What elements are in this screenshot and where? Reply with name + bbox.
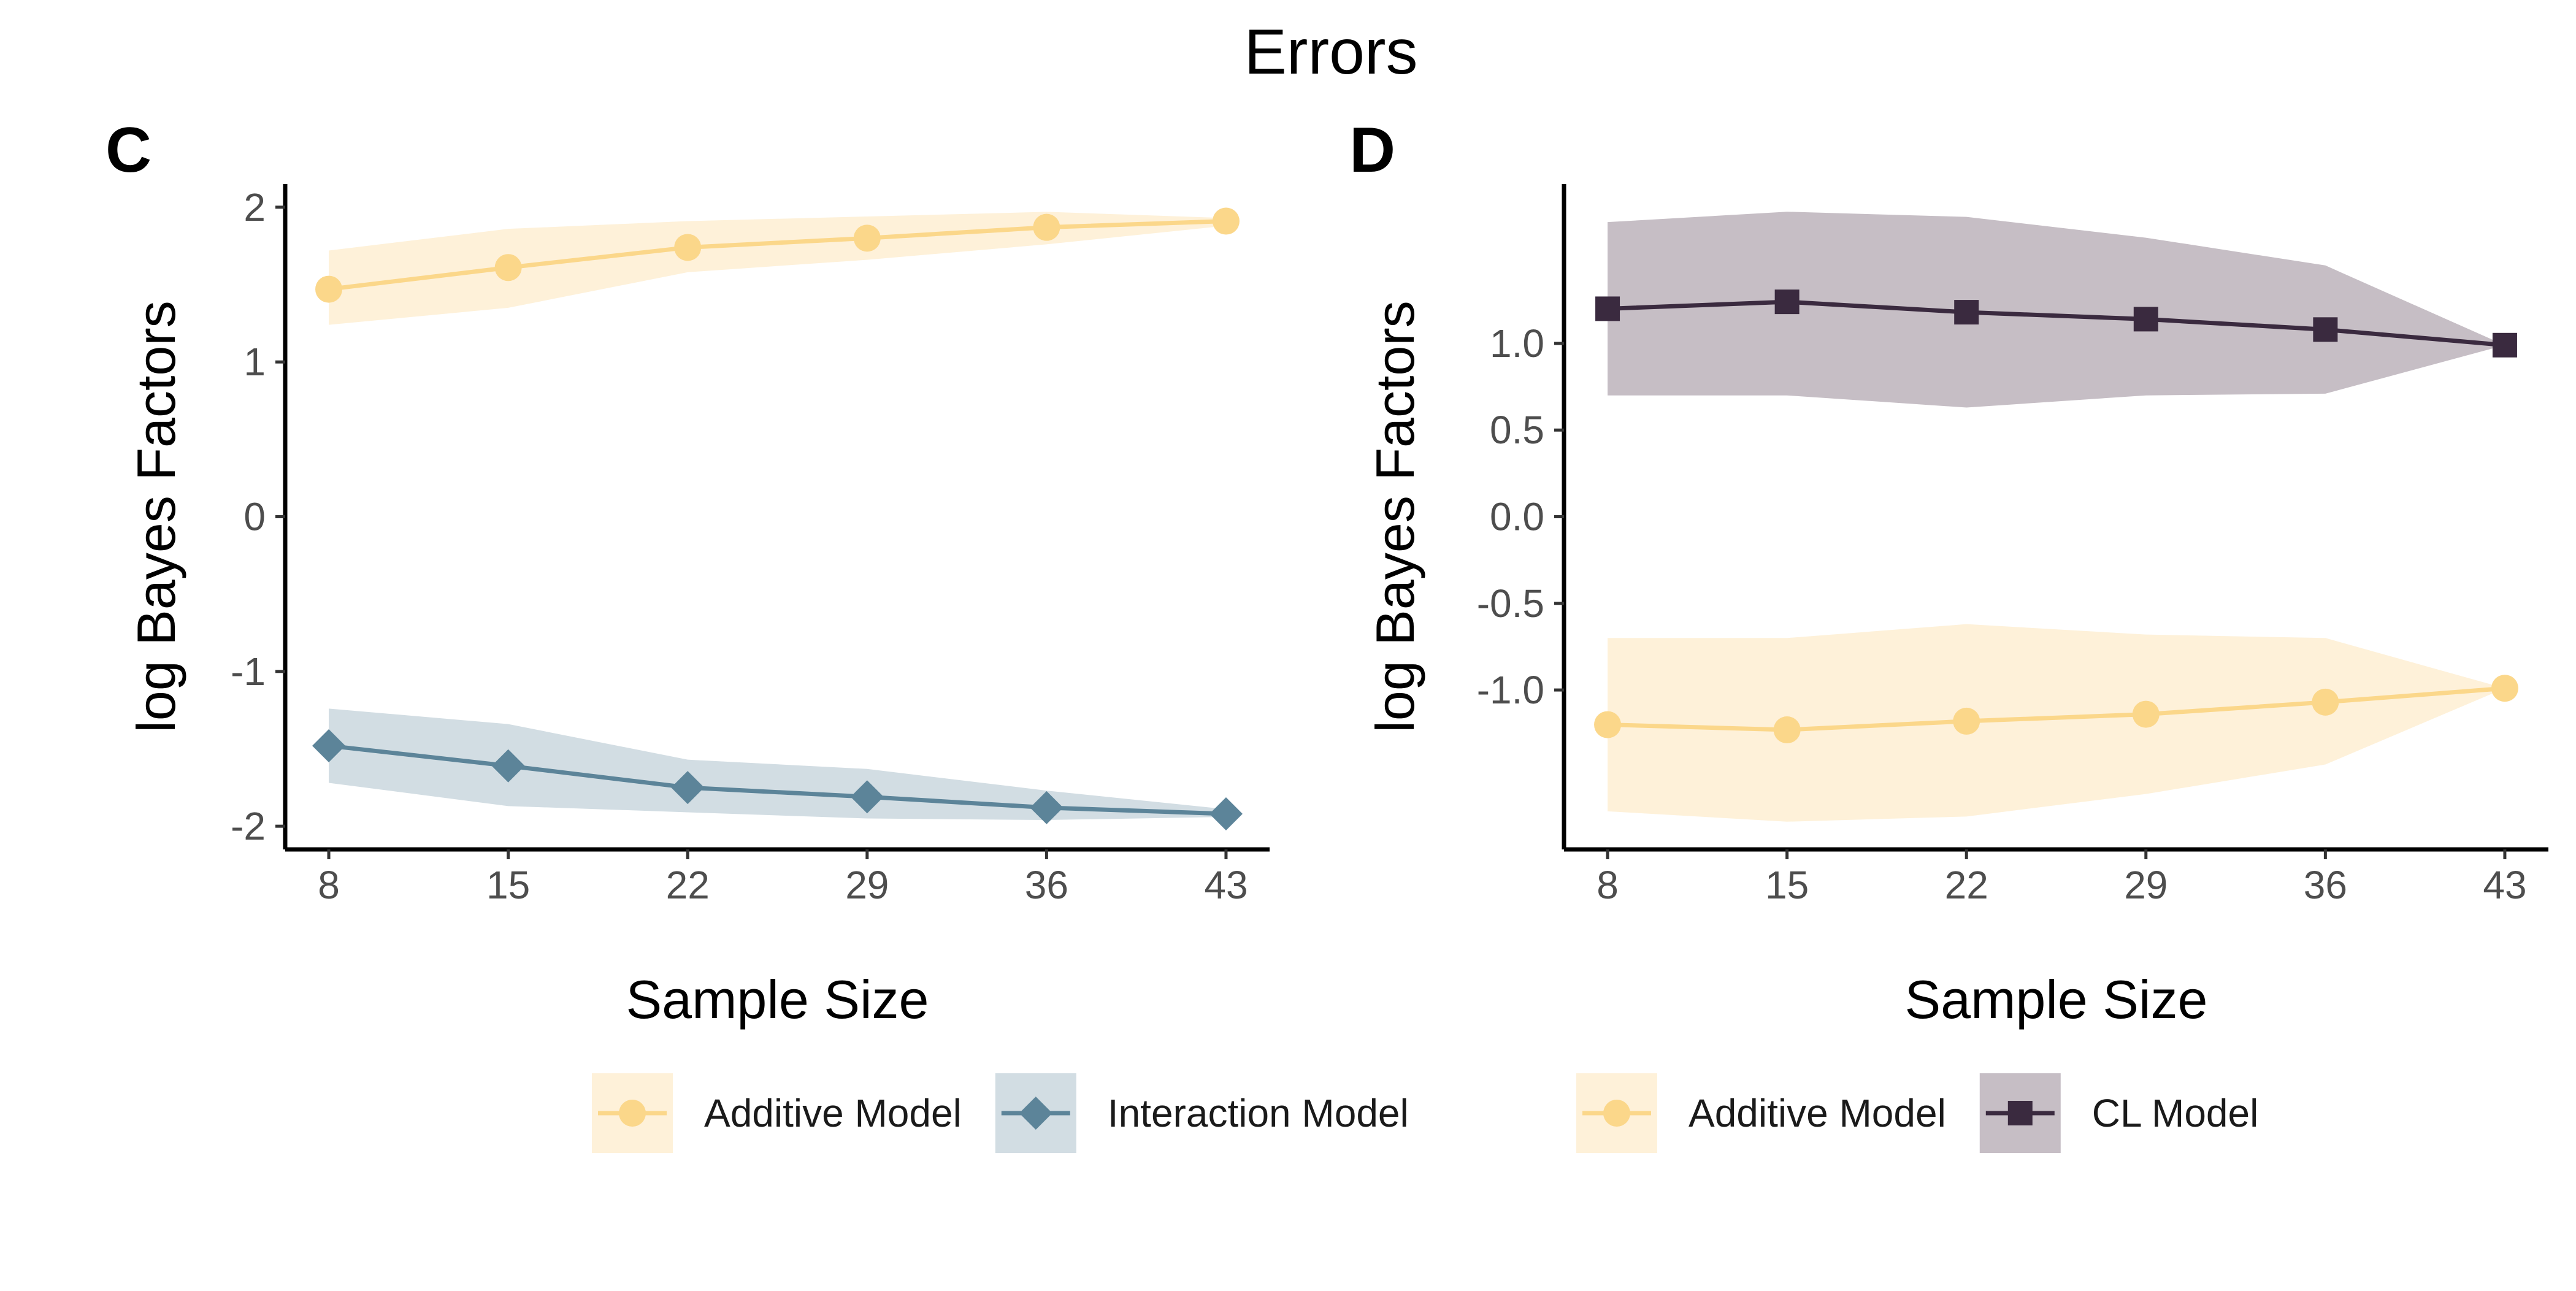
confidence-band-0 — [1608, 624, 2505, 822]
data-point — [1030, 791, 1064, 824]
data-point — [850, 780, 884, 814]
data-point — [671, 771, 705, 805]
legend: Additive Model Interaction Model — [592, 1073, 1409, 1153]
legend-item: Additive Model — [592, 1073, 962, 1153]
data-point — [1212, 207, 1240, 235]
data-point — [1594, 711, 1622, 738]
x-tick-label: 36 — [2304, 863, 2347, 907]
data-point — [1954, 300, 1979, 325]
y-tick-label: -1 — [231, 649, 266, 694]
series-line-1 — [1607, 299, 2505, 348]
series-line-0 — [1607, 686, 2505, 732]
x-tick-label: 29 — [845, 863, 889, 907]
legend-key-marker — [1019, 1097, 1052, 1130]
legend-item: Interaction Model — [995, 1073, 1409, 1153]
panel-tag: D — [1349, 115, 1395, 186]
y-tick-label: 1.0 — [1490, 321, 1544, 366]
y-tick-label: 0.5 — [1490, 408, 1544, 452]
legend-label: Additive Model — [1689, 1091, 1946, 1135]
x-tick-label: 43 — [2483, 863, 2526, 907]
x-tick-label: 8 — [318, 863, 340, 907]
legend-item: Additive Model — [1576, 1073, 1946, 1153]
data-point — [2491, 675, 2518, 702]
data-point — [312, 729, 346, 762]
legend-label: Additive Model — [704, 1091, 962, 1135]
data-point — [1209, 797, 1243, 830]
x-tick-label: 15 — [486, 863, 530, 907]
panel-d: D 1.0 0.5 0.0 -0.5 -1.0 8 15 22 29 36 43 Sample Size… — [1349, 115, 2548, 1153]
data-point — [315, 275, 343, 303]
data-point — [2133, 307, 2158, 332]
y-tick-label: 2 — [243, 185, 266, 229]
x-axis-title: Sample Size — [626, 969, 929, 1030]
x-axis-title: Sample Size — [1904, 969, 2207, 1030]
confidence-band-1 — [329, 708, 1226, 821]
x-tick-label: 43 — [1204, 863, 1248, 907]
y-tick-label: -2 — [231, 804, 266, 848]
x-tick-label: 36 — [1025, 863, 1068, 907]
data-point — [491, 749, 525, 783]
data-point — [2492, 332, 2517, 358]
legend-label: CL Model — [2092, 1091, 2259, 1135]
x-tick-label: 29 — [2124, 863, 2168, 907]
legend: Additive Model CL Model — [1576, 1073, 2258, 1153]
data-point — [2132, 700, 2160, 728]
y-tick-label: 0 — [243, 495, 266, 539]
x-tick-label: 15 — [1765, 863, 1809, 907]
y-axis-title: log Bayes Factors — [126, 301, 186, 732]
panels: C 2 1 0 -1 -2 8 15 22 29 36 43 Sample Size log Bayes … — [105, 115, 2548, 1153]
data-point — [1773, 716, 1801, 744]
data-point — [1953, 707, 1980, 735]
y-tick-label: 1 — [243, 340, 266, 384]
series-line-1 — [328, 743, 1227, 816]
data-point — [853, 224, 881, 252]
y-tick-label: -0.5 — [1477, 581, 1544, 626]
panel-c: C 2 1 0 -1 -2 8 15 22 29 36 43 Sample Size log Bayes … — [105, 115, 1409, 1153]
legend-key-marker — [619, 1100, 646, 1127]
y-tick-label: 0.0 — [1490, 495, 1544, 539]
data-point — [494, 254, 522, 282]
figure-title: Errors — [1244, 17, 1417, 88]
confidence-band-1 — [1608, 212, 2505, 408]
data-point — [1774, 289, 1800, 315]
x-tick-label: 8 — [1597, 863, 1619, 907]
x-tick-label: 22 — [666, 863, 710, 907]
data-point — [2313, 317, 2338, 342]
data-point — [1033, 213, 1060, 241]
legend-key-marker — [1603, 1100, 1630, 1127]
x-tick-label: 22 — [1945, 863, 1988, 907]
legend-key-marker — [2007, 1101, 2033, 1125]
y-axis-title: log Bayes Factors — [1365, 301, 1425, 732]
series-line-0 — [328, 219, 1227, 292]
data-point — [1595, 296, 1620, 321]
legend-item: CL Model — [1979, 1073, 2259, 1153]
y-tick-label: -1.0 — [1477, 668, 1544, 712]
data-point — [674, 234, 702, 261]
data-point — [2312, 688, 2339, 716]
confidence-band-0 — [329, 212, 1226, 325]
panel-tag: C — [105, 115, 151, 186]
legend-label: Interaction Model — [1108, 1091, 1409, 1135]
